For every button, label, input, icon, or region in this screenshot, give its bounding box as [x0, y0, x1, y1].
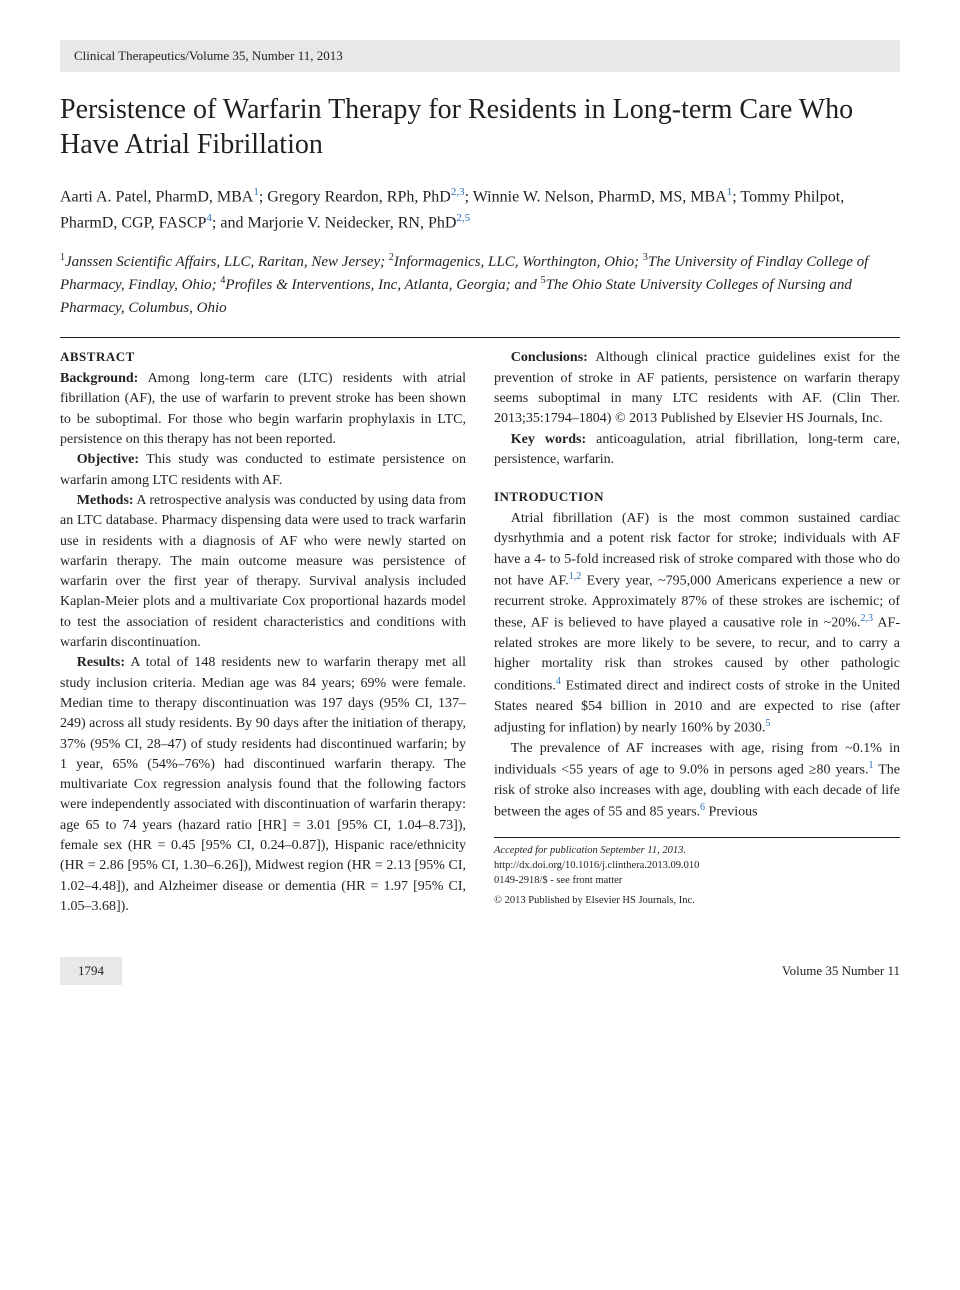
background-label: Background:	[60, 371, 138, 386]
journal-header: Clinical Therapeutics/Volume 35, Number …	[60, 40, 900, 72]
body-columns: ABSTRACT Background: Among long-term car…	[60, 348, 900, 917]
methods-label: Methods:	[77, 493, 134, 508]
abstract-objective: Objective: This study was conducted to e…	[60, 450, 466, 491]
results-label: Results:	[77, 655, 125, 670]
introduction-para-2: The prevalence of AF increases with age,…	[494, 739, 900, 824]
page-footer: 1794 Volume 35 Number 11	[60, 957, 900, 985]
page-number: 1794	[60, 957, 122, 985]
abstract-keywords: Key words: anticoagulation, atrial fibri…	[494, 430, 900, 471]
abstract-conclusions: Conclusions: Although clinical practice …	[494, 348, 900, 429]
authors-block: Aarti A. Patel, PharmD, MBA1; Gregory Re…	[60, 184, 900, 236]
abstract-methods: Methods: A retrospective analysis was co…	[60, 491, 466, 653]
footer-block: Accepted for publication September 11, 2…	[494, 837, 900, 909]
footer-rule	[494, 837, 900, 838]
issn-text: 0149-2918/$ - see front matter	[494, 874, 900, 889]
copyright-text: © 2013 Published by Elsevier HS Journals…	[494, 894, 900, 909]
introduction-heading: INTRODUCTION	[494, 488, 900, 507]
objective-label: Objective:	[77, 452, 139, 467]
introduction-para-1: Atrial fibrillation (AF) is the most com…	[494, 509, 900, 739]
abstract-heading: ABSTRACT	[60, 348, 466, 367]
abstract-background: Background: Among long-term care (LTC) r…	[60, 369, 466, 450]
methods-text: A retrospective analysis was conducted b…	[60, 493, 466, 650]
keywords-label: Key words:	[511, 432, 586, 447]
article-title: Persistence of Warfarin Therapy for Resi…	[60, 92, 900, 162]
abstract-results: Results: A total of 148 residents new to…	[60, 653, 466, 917]
accepted-date: Accepted for publication September 11, 2…	[494, 844, 900, 859]
doi-link[interactable]: http://dx.doi.org/10.1016/j.clinthera.20…	[494, 859, 900, 874]
affiliations-block: 1Janssen Scientific Affairs, LLC, Rarita…	[60, 250, 900, 320]
conclusions-label: Conclusions:	[511, 350, 588, 365]
volume-label: Volume 35 Number 11	[782, 963, 900, 979]
results-text: A total of 148 residents new to warfarin…	[60, 655, 466, 914]
divider-rule	[60, 337, 900, 338]
